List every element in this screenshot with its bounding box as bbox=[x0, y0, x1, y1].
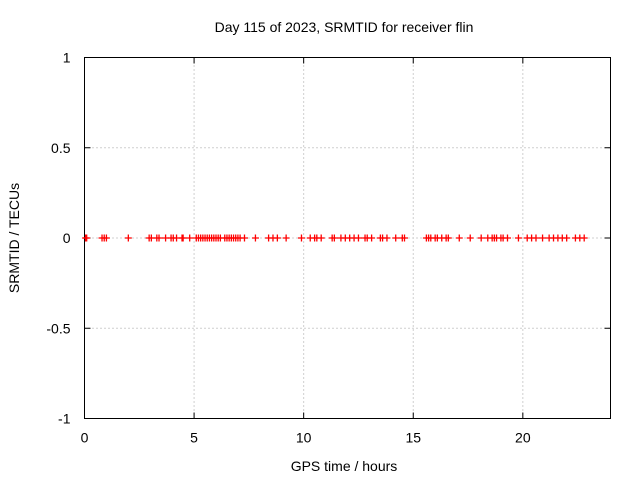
data-point bbox=[455, 234, 463, 242]
data-point bbox=[330, 234, 338, 242]
data-point bbox=[514, 234, 522, 242]
data-point bbox=[124, 234, 132, 242]
data-point bbox=[317, 234, 325, 242]
y-tick-label: -0.5 bbox=[46, 320, 70, 336]
y-tick-label: -1 bbox=[58, 411, 71, 427]
data-point bbox=[532, 234, 540, 242]
data-point bbox=[186, 234, 194, 242]
data-point bbox=[282, 234, 290, 242]
y-tick-label: 0.5 bbox=[51, 140, 71, 156]
y-tick-label: 1 bbox=[63, 50, 71, 66]
data-point bbox=[251, 234, 259, 242]
data-point bbox=[383, 234, 391, 242]
data-point bbox=[466, 234, 474, 242]
data-point bbox=[179, 234, 187, 242]
x-tick-label: 0 bbox=[81, 430, 89, 446]
x-axis-label: GPS time / hours bbox=[291, 458, 398, 474]
data-point bbox=[354, 234, 362, 242]
data-point bbox=[503, 234, 511, 242]
data-point bbox=[83, 234, 91, 242]
tick-labels: 0 5 10 15 20 -1 -0.5 0 0.5 1 bbox=[46, 50, 530, 446]
y-axis-label: SRMTID / TECUs bbox=[6, 183, 22, 293]
data-point bbox=[297, 234, 305, 242]
data-point bbox=[240, 234, 248, 242]
data-points bbox=[82, 234, 588, 242]
data-point bbox=[444, 234, 452, 242]
data-point bbox=[400, 234, 408, 242]
y-tick-label: 0 bbox=[63, 230, 71, 246]
data-point bbox=[563, 234, 571, 242]
data-point bbox=[155, 234, 163, 242]
x-tick-label: 10 bbox=[296, 430, 312, 446]
data-point bbox=[477, 234, 485, 242]
data-point bbox=[392, 234, 400, 242]
x-tick-label: 5 bbox=[190, 430, 198, 446]
data-point bbox=[102, 234, 110, 242]
chart-title: Day 115 of 2023, SRMTID for receiver fli… bbox=[215, 19, 474, 35]
data-point bbox=[368, 234, 376, 242]
data-point bbox=[539, 234, 547, 242]
x-tick-label: 20 bbox=[515, 430, 531, 446]
axis-ticks bbox=[84, 57, 611, 419]
data-point bbox=[580, 234, 588, 242]
x-tick-label: 15 bbox=[405, 430, 421, 446]
data-point bbox=[273, 234, 281, 242]
